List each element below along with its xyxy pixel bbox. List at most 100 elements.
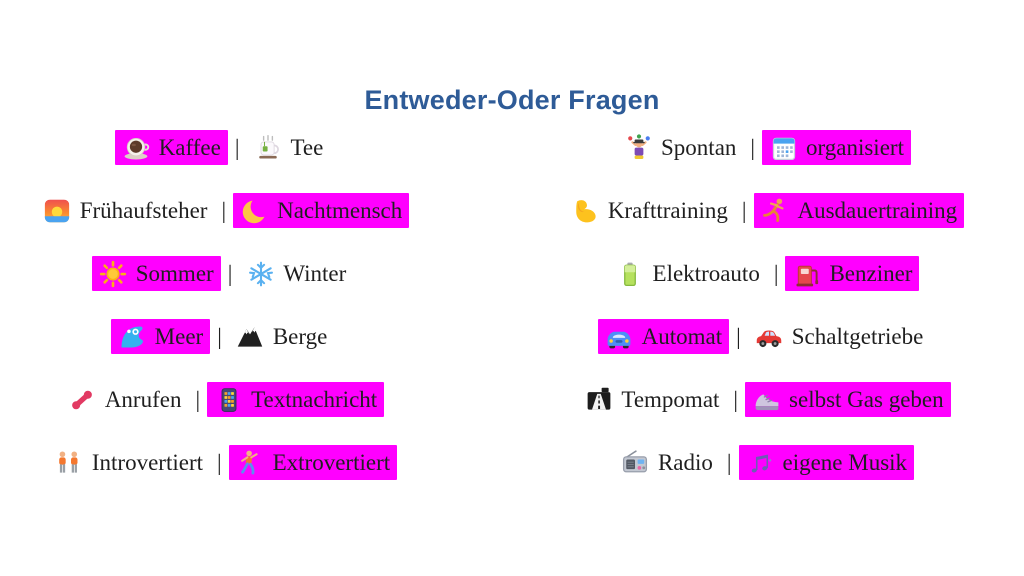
- option-separator: |: [195, 386, 201, 412]
- biceps-icon: [571, 196, 600, 225]
- motorway-icon: [584, 385, 613, 414]
- option-label: Benziner: [829, 260, 913, 286]
- option: Schaltgetriebe: [748, 319, 931, 354]
- fuel-pump-icon: [792, 259, 821, 288]
- option: Anrufen: [61, 382, 189, 417]
- calendar-icon: [769, 133, 798, 162]
- option-highlighted: eigene Musik: [738, 445, 915, 481]
- snowflake-icon: [246, 259, 275, 288]
- option-separator: |: [217, 449, 222, 475]
- option-label: Extrovertiert: [272, 449, 391, 475]
- battery-icon: [616, 259, 645, 288]
- option: Krafttraining: [564, 193, 735, 228]
- option-label: Elektroauto: [652, 260, 760, 286]
- column-spacer: [445, 116, 504, 494]
- option-label: Textnachricht: [251, 386, 378, 412]
- juggler-icon: [624, 133, 653, 162]
- car-front-icon: [605, 322, 634, 351]
- option-label: Spontan: [661, 134, 737, 160]
- question-row: Elektroauto | Benziner: [504, 242, 1024, 305]
- option-label: Winter: [283, 260, 347, 286]
- coffee-icon: [122, 133, 151, 162]
- option-label: Tee: [290, 134, 324, 160]
- question-row: Automat | Schaltgetriebe: [504, 305, 1024, 368]
- question-row: Tempomat | selbst Gas geben: [504, 368, 1024, 431]
- option-highlighted: Kaffee: [114, 130, 228, 166]
- column-right: Spontan | organisiert Krafttraining | Ausdaue…: [504, 116, 1024, 494]
- option-label: Automat: [641, 323, 723, 349]
- two-people-icon: [55, 448, 84, 477]
- option: Berge: [229, 319, 335, 354]
- phone-receiver-icon: [68, 385, 97, 414]
- either-or-grid: Kaffee | Tee Frühaufsteher | Nachtmensch Somme…: [0, 116, 1024, 494]
- crescent-moon-icon: [240, 196, 269, 225]
- option-label: Radio: [657, 449, 713, 475]
- running-shoe-icon: [752, 385, 781, 414]
- tea-icon: [253, 133, 282, 162]
- option-label: eigene Musik: [782, 449, 908, 475]
- option: Radio: [614, 445, 720, 480]
- question-row: Spontan | organisiert: [504, 116, 1024, 179]
- option-separator: |: [217, 323, 222, 349]
- option: Introvertiert: [48, 445, 210, 480]
- option-label: Introvertiert: [91, 449, 203, 475]
- question-row: Krafttraining | Ausdauertraining: [504, 179, 1024, 242]
- option-highlighted: organisiert: [762, 130, 911, 166]
- option: Tee: [246, 130, 330, 165]
- page-title: Entweder-Oder Fragen: [364, 85, 660, 115]
- question-row: Radio | eigene Musik: [504, 431, 1024, 494]
- option-label: Krafttraining: [607, 197, 728, 223]
- sunrise-icon: [43, 196, 72, 225]
- option-separator: |: [741, 197, 747, 223]
- option-separator: |: [736, 323, 741, 349]
- option-label: Nachtmensch: [277, 197, 403, 223]
- keypad-icon: [214, 385, 243, 414]
- option-label: Schaltgetriebe: [791, 323, 924, 349]
- option: Spontan: [617, 130, 743, 165]
- question-row: Introvertiert | Extrovertiert: [0, 431, 445, 494]
- option-label: Kaffee: [158, 134, 221, 160]
- option-separator: |: [773, 260, 779, 286]
- option-label: Meer: [154, 323, 204, 349]
- option-label: organisiert: [806, 134, 904, 160]
- option-highlighted: Nachtmensch: [233, 193, 410, 229]
- option-label: Anrufen: [104, 386, 182, 412]
- option-separator: |: [221, 197, 227, 223]
- option-highlighted: Sommer: [91, 256, 221, 292]
- question-row: Anrufen | Textnachricht: [0, 368, 445, 431]
- option-highlighted: Ausdauertraining: [753, 193, 965, 229]
- option: Winter: [239, 256, 353, 291]
- option-label: selbst Gas geben: [789, 386, 944, 412]
- option-highlighted: Extrovertiert: [228, 445, 398, 481]
- option-separator: |: [726, 449, 732, 475]
- option-separator: |: [750, 134, 756, 160]
- option-separator: |: [733, 386, 739, 412]
- question-row: Meer | Berge: [0, 305, 445, 368]
- option: Tempomat: [577, 382, 726, 417]
- column-left: Kaffee | Tee Frühaufsteher | Nachtmensch Somme…: [0, 116, 445, 494]
- mountain-icon: [236, 322, 265, 351]
- option-highlighted: Benziner: [785, 256, 920, 292]
- option: Frühaufsteher: [36, 193, 215, 228]
- question-row: Sommer | Winter: [0, 242, 445, 305]
- option: Elektroauto: [609, 256, 767, 291]
- option-highlighted: Automat: [597, 319, 730, 355]
- sun-icon: [99, 259, 128, 288]
- option-separator: |: [234, 134, 240, 160]
- option-label: Frühaufsteher: [79, 197, 208, 223]
- runner-icon: [761, 196, 790, 225]
- option-label: Sommer: [135, 260, 214, 286]
- option-label: Berge: [272, 323, 328, 349]
- option-label: Tempomat: [621, 386, 720, 412]
- car-side-icon: [755, 322, 784, 351]
- option-highlighted: selbst Gas geben: [745, 382, 951, 418]
- music-notes-icon: [746, 448, 775, 477]
- dancer-icon: [236, 448, 265, 477]
- wave-icon: [118, 322, 147, 351]
- question-row: Frühaufsteher | Nachtmensch: [0, 179, 445, 242]
- option-separator: |: [227, 260, 233, 286]
- option-highlighted: Meer: [110, 319, 211, 355]
- option-label: Ausdauertraining: [797, 197, 958, 223]
- radio-icon: [621, 448, 650, 477]
- question-row: Kaffee | Tee: [0, 116, 445, 179]
